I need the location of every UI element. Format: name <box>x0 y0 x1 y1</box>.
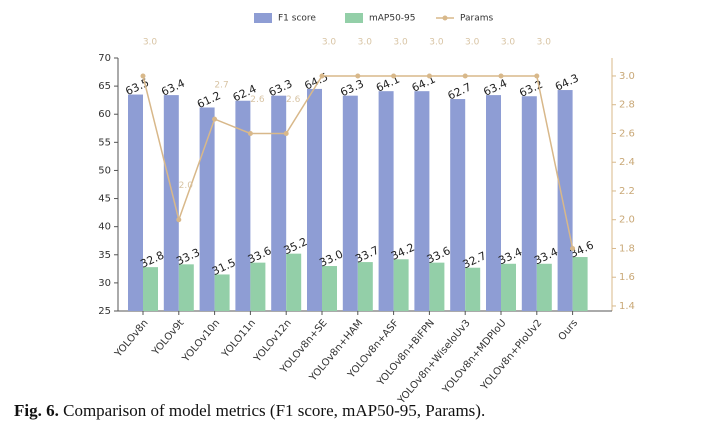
params-label: 3.0 <box>322 37 337 47</box>
bar <box>128 94 143 312</box>
y-tick-label: 40 <box>98 222 111 233</box>
params-point <box>426 73 432 79</box>
y-tick-label: 65 <box>98 81 111 92</box>
y-tick-label: 70 <box>98 53 111 64</box>
bar <box>450 99 466 311</box>
y2-tick-label: 2.4 <box>619 157 635 168</box>
y2-tick-label: 1.6 <box>619 272 635 283</box>
params-point <box>355 73 361 79</box>
caption-text: Comparison of model metrics (F1 score, m… <box>63 401 485 420</box>
params-point <box>570 245 576 251</box>
params-label: 3.0 <box>429 37 444 47</box>
legend-swatch <box>254 13 272 23</box>
legend-label: F1 score <box>278 14 316 24</box>
y2-tick-label: 1.4 <box>619 301 635 312</box>
y2-tick-label: 1.8 <box>619 243 635 254</box>
bar <box>465 267 481 311</box>
bar <box>557 90 573 312</box>
params-point <box>247 130 253 136</box>
bar <box>214 274 230 311</box>
bar <box>322 266 337 311</box>
y2-tick-label: 2.6 <box>619 128 635 139</box>
params-label: 3.0 <box>358 37 373 47</box>
legend-swatch <box>442 15 448 21</box>
caption: Fig. 6. Comparison of model metrics (F1 … <box>14 401 485 420</box>
bar <box>357 262 373 311</box>
bar <box>393 259 409 311</box>
y2-tick-label: 2.2 <box>619 186 635 197</box>
x-tick-label: YOLO11n <box>220 318 258 361</box>
params-label: 3.0 <box>465 37 480 47</box>
x-tick-label: YOLOv8n+WiseIoUv3 <box>396 318 473 407</box>
bar <box>501 263 516 311</box>
params-label: 3.0 <box>393 37 408 47</box>
x-tick-label: YOLOv9t <box>150 318 187 359</box>
params-label: 2.7 <box>214 81 228 91</box>
params-point <box>283 130 289 136</box>
caption-label: Fig. 6. <box>14 401 59 420</box>
bar <box>378 91 394 311</box>
bar <box>250 262 266 311</box>
x-tick-label: YOLOv8n+MDPIoU <box>440 318 508 397</box>
y-tick-label: 35 <box>98 250 111 261</box>
bar <box>342 95 358 312</box>
params-point <box>391 73 397 79</box>
x-tick-label: Ours <box>557 318 581 343</box>
params-label: 3.0 <box>537 37 552 47</box>
y2-tick-label: 2.8 <box>619 100 635 111</box>
y2-tick-label: 3.0 <box>619 71 635 82</box>
y-tick-label: 30 <box>98 278 111 289</box>
legend-label: mAP50-95 <box>369 14 416 24</box>
y-tick-label: 25 <box>98 306 111 317</box>
params-label: 2.0 <box>179 181 194 191</box>
legend-label: Params <box>460 14 494 24</box>
y-tick-label: 45 <box>98 194 111 205</box>
bar <box>286 253 302 311</box>
bar <box>163 95 179 312</box>
params-point <box>498 73 504 79</box>
y-tick-label: 55 <box>98 137 111 148</box>
bar <box>178 264 194 311</box>
bar <box>271 95 287 312</box>
bar <box>414 91 430 311</box>
y-tick-label: 60 <box>98 109 111 120</box>
legend-swatch <box>345 13 363 23</box>
bar <box>536 263 552 311</box>
bar <box>429 262 445 311</box>
bar <box>235 100 251 312</box>
params-label: 2.6 <box>286 95 301 105</box>
x-tick-label: YOLOv8n <box>113 318 151 360</box>
bar <box>307 88 322 311</box>
bar <box>521 96 537 311</box>
y2-tick-label: 2.0 <box>619 215 635 226</box>
params-point <box>319 73 325 79</box>
params-point <box>176 217 182 223</box>
params-point <box>534 73 540 79</box>
params-point <box>212 116 218 122</box>
params-label: 3.0 <box>501 37 516 47</box>
bar <box>143 267 158 311</box>
bar <box>572 257 588 311</box>
bar <box>199 107 215 311</box>
x-tick-label: YOLOv8n+PIoUv2 <box>479 318 545 393</box>
bar <box>486 95 501 312</box>
y-tick-label: 50 <box>98 165 111 176</box>
params-point <box>140 73 146 79</box>
params-label: 3.0 <box>143 37 158 47</box>
params-label: 2.6 <box>250 95 265 105</box>
params-point <box>462 73 468 79</box>
